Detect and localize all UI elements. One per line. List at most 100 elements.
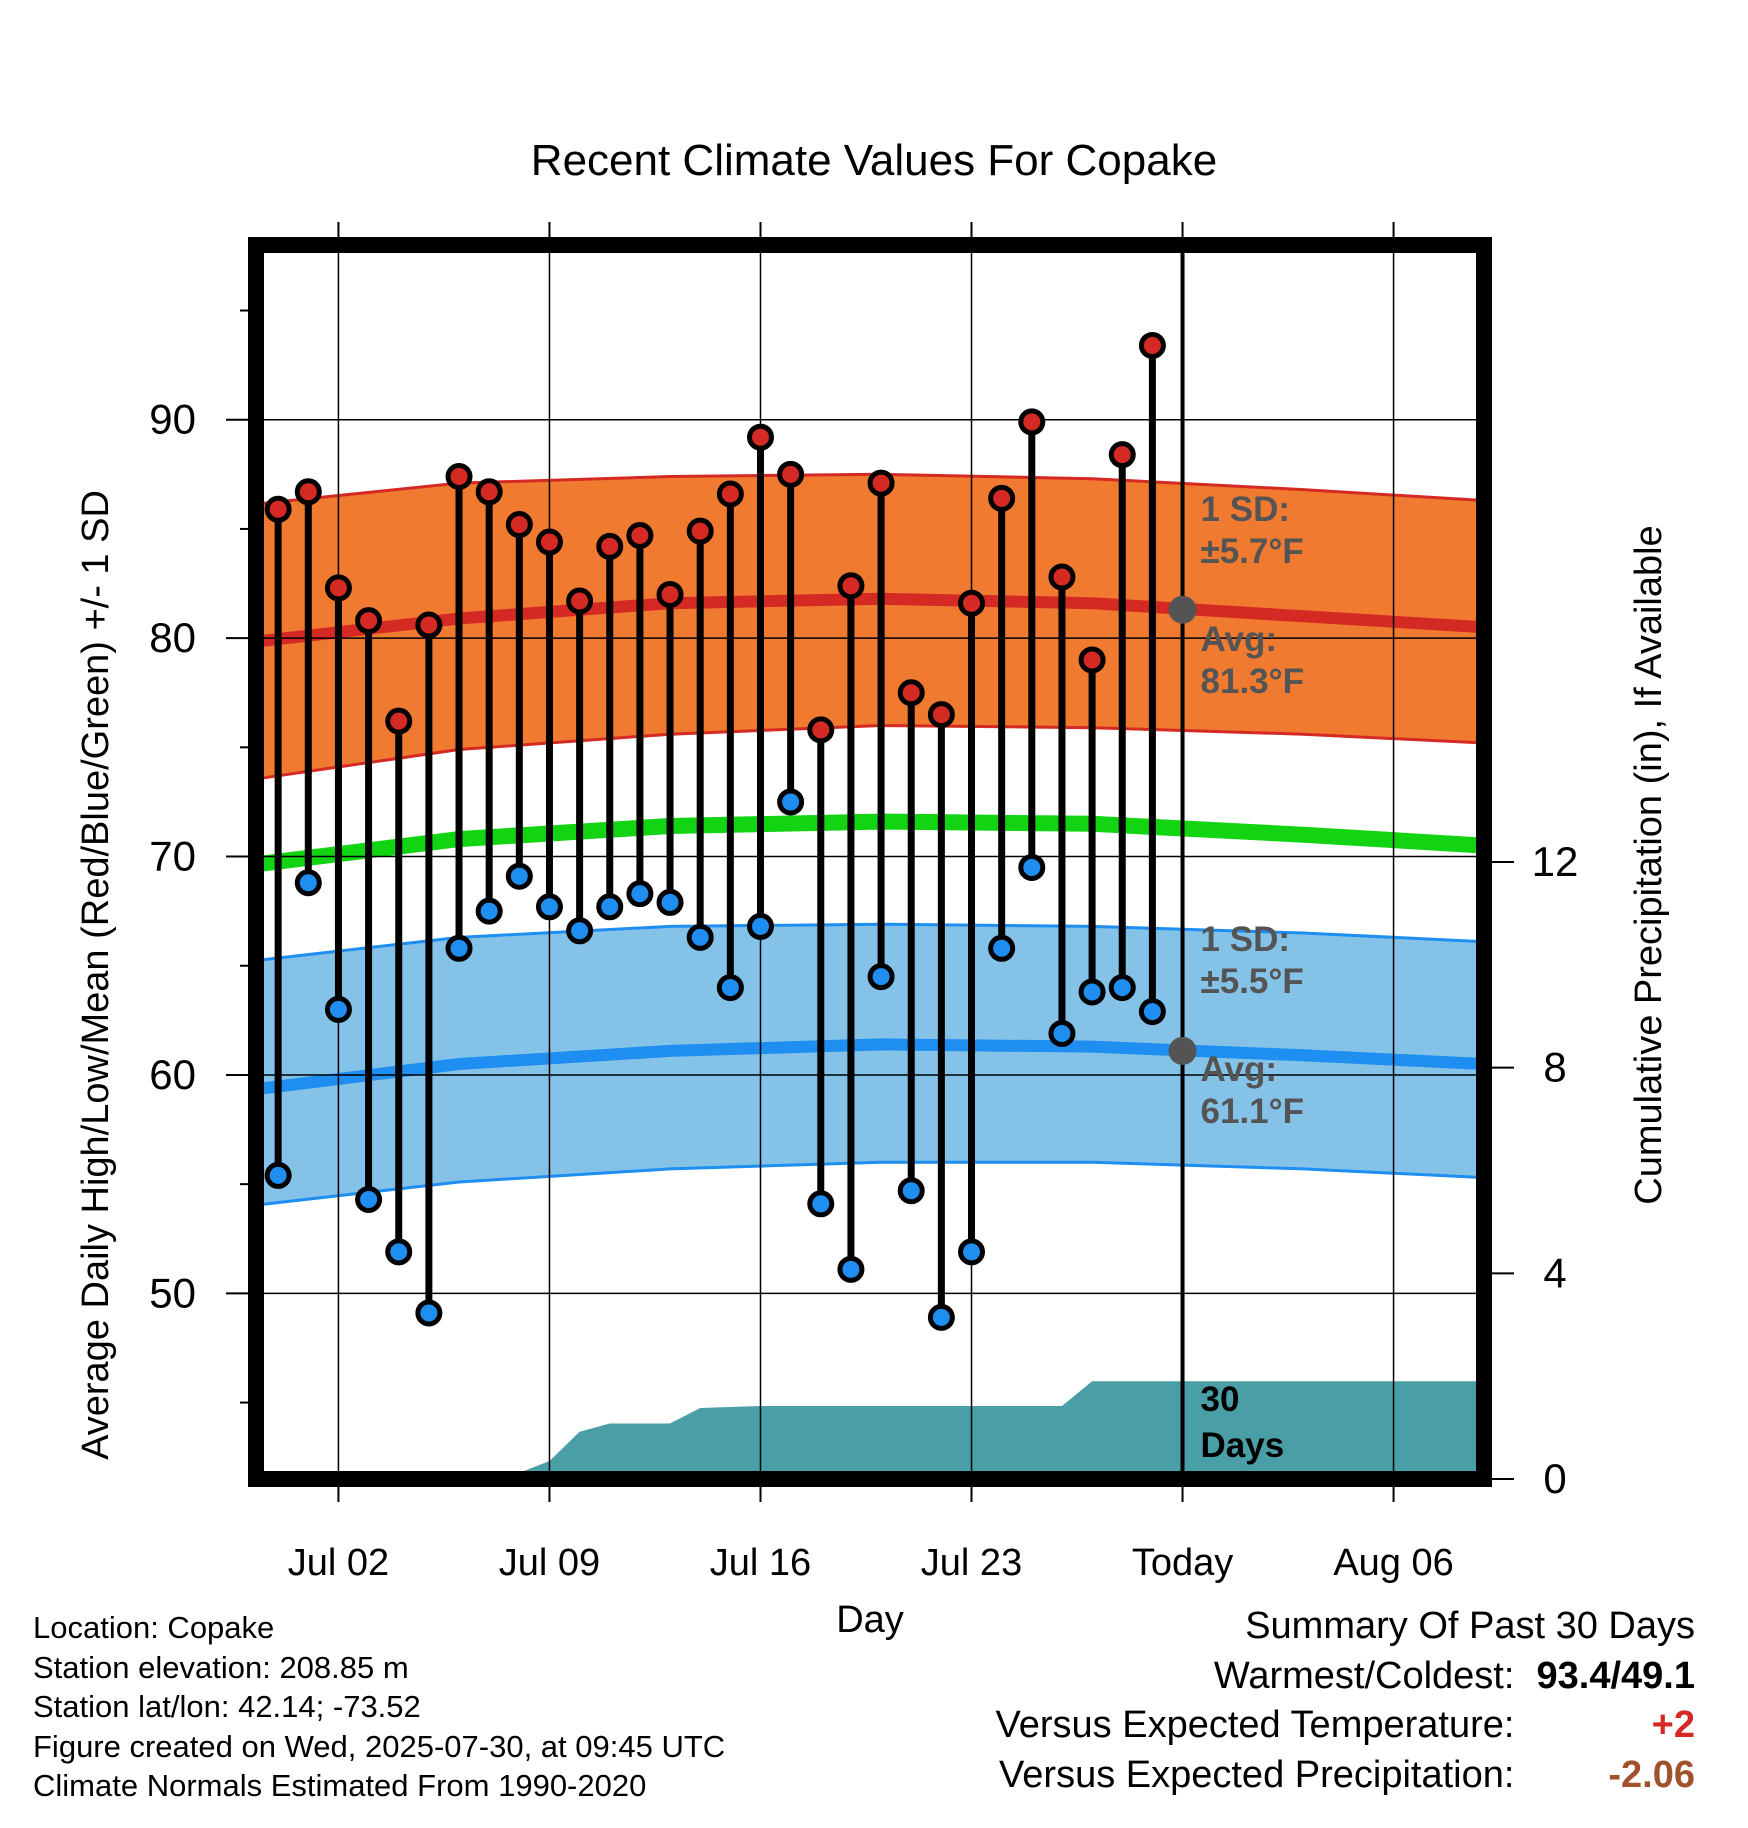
low-point <box>264 1161 292 1189</box>
temp-label: Versus Expected Temperature: <box>995 1704 1515 1746</box>
low-point <box>505 862 533 890</box>
low-point <box>355 1185 383 1213</box>
low-point <box>1018 853 1046 881</box>
location-text: Location: Copake <box>33 1610 275 1645</box>
high-point <box>656 580 684 608</box>
low-point <box>1108 974 1136 1002</box>
y-tick-label: 60 <box>149 1051 196 1098</box>
days-unit-label: Days <box>1201 1426 1285 1465</box>
low-point <box>626 880 654 908</box>
high-avg-value: 81.3°F <box>1201 662 1305 701</box>
high-point <box>324 574 352 602</box>
low-point <box>324 995 352 1023</box>
low-sd-lower-line <box>248 1160 1484 1208</box>
high-point <box>294 478 322 506</box>
x-tick-label: Today <box>1132 1542 1233 1584</box>
y-tick-label: 50 <box>149 1269 196 1316</box>
high-point <box>1108 441 1136 469</box>
precip-label: Versus Expected Precipitation: <box>999 1753 1515 1796</box>
high-sd-label: 1 SD: <box>1201 490 1290 529</box>
low-sd-value: ±5.5°F <box>1201 962 1304 1001</box>
y2-axis-label: Cumulative Precipitation (in), If Availa… <box>1628 525 1670 1204</box>
high-point <box>1018 408 1046 436</box>
low-point <box>294 869 322 897</box>
low-avg-label: Avg: <box>1201 1050 1277 1089</box>
precipitation-area <box>248 1381 1484 1479</box>
normal-low-line <box>248 1038 1484 1097</box>
low-avg-value: 61.1°F <box>1201 1092 1305 1131</box>
high-avg-label: Avg: <box>1201 620 1277 659</box>
y-tick-label: 70 <box>149 833 196 880</box>
today-low-avg-marker <box>1168 1036 1197 1065</box>
summary-warmest-row: Warmest/Coldest: 93.4/49.1 <box>996 1652 1695 1702</box>
latlon-text: Station lat/lon: 42.14; -73.52 <box>33 1689 421 1725</box>
high-point <box>445 463 473 491</box>
high-point <box>777 460 805 488</box>
x-tick-label: Jul 09 <box>499 1542 600 1584</box>
y2-tick-label: 4 <box>1543 1249 1566 1296</box>
low-sd-band <box>248 924 1484 1206</box>
low-point <box>1078 978 1106 1006</box>
low-point <box>415 1299 443 1327</box>
warmest-value: 93.4/49.1 <box>1536 1654 1695 1697</box>
high-point <box>837 572 865 600</box>
low-point <box>988 934 1016 962</box>
temp-value: +2 <box>1651 1704 1695 1746</box>
y2-tick-label: 8 <box>1543 1044 1566 1091</box>
high-point <box>596 532 624 560</box>
high-point <box>1078 646 1106 674</box>
high-point <box>927 701 955 729</box>
x-axis-label: Day <box>836 1599 904 1641</box>
high-point <box>867 469 895 497</box>
y-tick-label: 90 <box>149 396 196 443</box>
plot-frame <box>248 237 1492 1487</box>
low-point <box>958 1238 986 1266</box>
high-point <box>505 511 533 539</box>
normal-mean-line <box>248 813 1484 874</box>
high-point <box>1048 563 1076 591</box>
low-point <box>596 893 624 921</box>
today-high-avg-marker <box>1168 595 1197 624</box>
axes: Jul 02 Jul 09 Jul 16 Jul 23 Today Aug 06 50 60 7… <box>149 222 1578 1584</box>
low-point <box>867 963 895 991</box>
summary-precip-row: Versus Expected Precipitation: -2.06 <box>996 1751 1695 1801</box>
high-point <box>807 716 835 744</box>
low-point <box>897 1177 925 1205</box>
high-point <box>535 528 563 556</box>
low-point <box>1048 1019 1076 1047</box>
y-axis-label: Average Daily High/Low/Mean (Red/Blue/Gr… <box>75 490 117 1460</box>
station-info: Location: Copake Station elevation: 208.… <box>33 1608 725 1806</box>
elevation-text: Station elevation: 208.85 m <box>33 1649 409 1685</box>
warmest-label: Warmest/Coldest: <box>1213 1654 1515 1697</box>
low-point <box>746 912 774 940</box>
low-point <box>927 1303 955 1331</box>
summary-temp-row: Versus Expected Temperature: +2 <box>996 1701 1695 1751</box>
x-tick-label: Jul 02 <box>288 1542 389 1584</box>
summary-title: Summary Of Past 30 Days <box>1245 1605 1695 1647</box>
low-point <box>837 1255 865 1283</box>
x-tick-label: Jul 16 <box>710 1542 811 1584</box>
low-sd-label: 1 SD: <box>1201 920 1290 959</box>
x-tick-label: Aug 06 <box>1333 1542 1453 1584</box>
y2-tick-label: 0 <box>1543 1455 1566 1502</box>
days-count-label: 30 <box>1201 1380 1240 1419</box>
high-point <box>716 480 744 508</box>
high-point <box>746 423 774 451</box>
low-point <box>566 917 594 945</box>
x-tick-label: Jul 23 <box>921 1542 1022 1584</box>
high-point <box>686 517 714 545</box>
high-point <box>355 607 383 635</box>
chart-title: Recent Climate Values For Copake <box>531 136 1217 185</box>
high-sd-value: ±5.7°F <box>1201 532 1304 571</box>
low-point <box>656 888 684 916</box>
high-point <box>958 589 986 617</box>
created-text: Figure created on Wed, 2025-07-30, at 09… <box>33 1728 726 1764</box>
precip-value: -2.06 <box>1608 1753 1695 1796</box>
low-point <box>475 897 503 925</box>
summary-panel: Summary Of Past 30 Days Warmest/Coldest:… <box>996 1602 1695 1800</box>
low-point <box>777 788 805 816</box>
high-point <box>566 587 594 615</box>
low-point <box>535 893 563 921</box>
